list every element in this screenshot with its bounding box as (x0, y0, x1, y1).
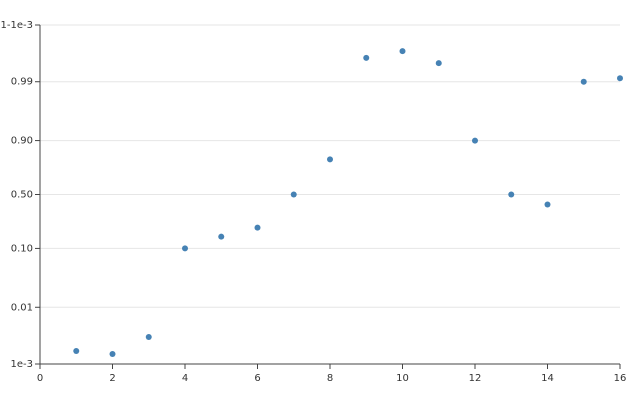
x-tick-label: 12 (469, 373, 482, 384)
y-tick-label: 0.50 (11, 190, 33, 201)
point (617, 75, 623, 82)
x-tick-label: 8 (327, 373, 333, 384)
point (435, 60, 442, 67)
point (472, 137, 478, 144)
point (580, 78, 587, 85)
point (145, 333, 152, 340)
y-tick-label: 0.99 (11, 77, 33, 88)
point (363, 54, 370, 61)
x-tick-label: 0 (37, 373, 43, 384)
y-tick-label: 1-1e-3 (1, 20, 33, 31)
point (109, 351, 116, 358)
y-tick-label: 0.90 (11, 136, 33, 147)
point (73, 347, 80, 354)
point (327, 156, 333, 163)
point (254, 224, 261, 231)
x-tick-label: 2 (109, 373, 115, 384)
y-tick-label: 0.10 (11, 243, 33, 254)
x-tick-label: 6 (254, 373, 260, 384)
x-tick-label: 10 (396, 373, 409, 384)
x-tick-label: 4 (182, 373, 188, 384)
point (544, 201, 551, 208)
x-tick-label: 14 (541, 373, 554, 384)
point (218, 233, 225, 240)
point (399, 48, 406, 55)
point (182, 245, 188, 252)
y-tick-label: 0.01 (11, 302, 33, 313)
x-tick-label: 16 (614, 373, 627, 384)
point (290, 191, 297, 198)
y-tick-label: 1e-3 (11, 359, 34, 370)
point (508, 191, 515, 198)
